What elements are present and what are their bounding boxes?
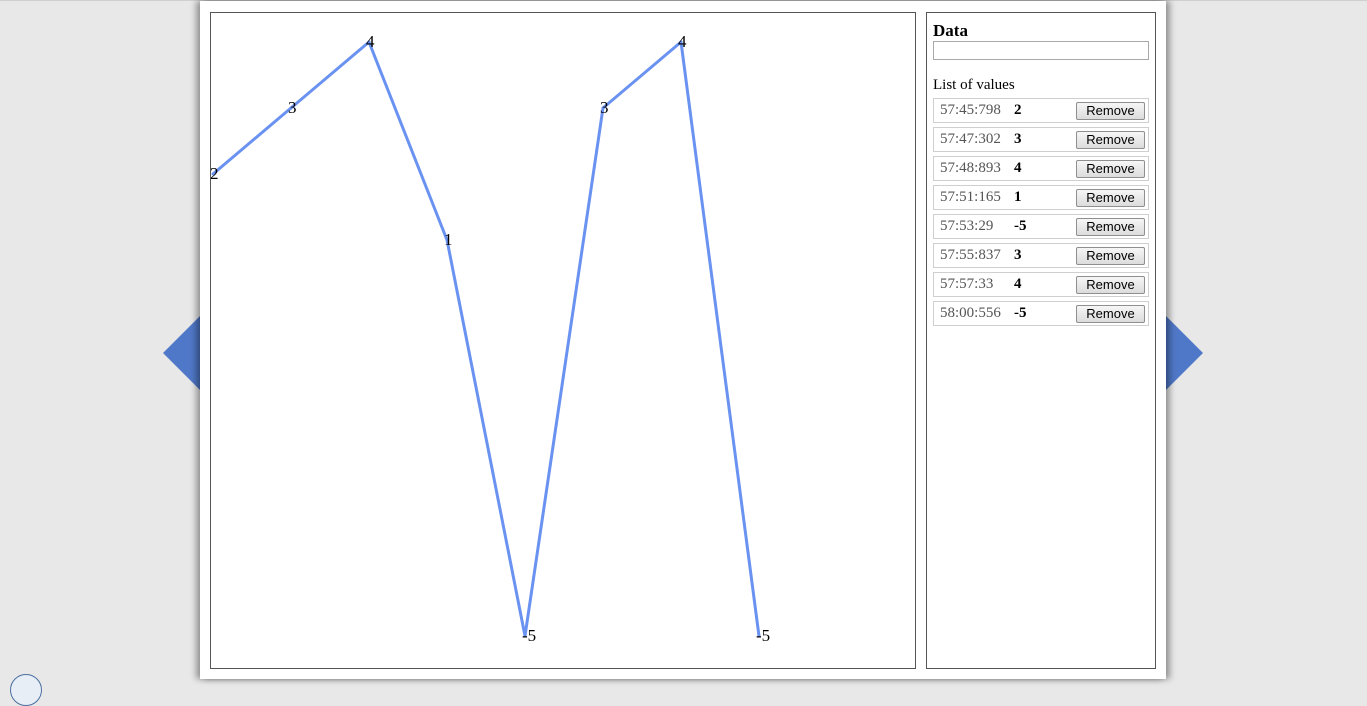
value-list-item: 57:51:165 1 Remove xyxy=(933,185,1149,210)
series-line xyxy=(212,40,761,638)
data-point xyxy=(679,40,683,44)
entry-timestamp: 57:47:302 xyxy=(940,131,1001,147)
value-list-item: 57:55:837 3 Remove xyxy=(933,243,1149,268)
data-label: 1 xyxy=(444,230,453,249)
entry-value: 3 xyxy=(1014,247,1022,263)
entry-value: -5 xyxy=(1014,218,1027,234)
data-label: 4 xyxy=(678,32,687,51)
remove-button[interactable]: Remove xyxy=(1076,102,1145,120)
data-panel: Data List of values 57:45:798 2 Remove 57:4… xyxy=(926,12,1156,669)
data-input[interactable] xyxy=(933,41,1149,60)
remove-button[interactable]: Remove xyxy=(1076,276,1145,294)
data-point xyxy=(757,634,761,638)
data-label: 2 xyxy=(211,164,219,183)
data-label: 3 xyxy=(600,98,609,117)
entry-value: 4 xyxy=(1014,276,1022,292)
entry-timestamp: 57:57:33 xyxy=(940,276,994,292)
data-point xyxy=(601,106,605,110)
chart-canvas: 2 3 4 1 -5 3 4 -5 xyxy=(211,32,770,645)
data-point xyxy=(211,172,215,176)
panel-title: Data xyxy=(933,21,968,40)
entry-timestamp: 57:48:893 xyxy=(940,160,1001,176)
entry-timestamp: 57:55:837 xyxy=(940,247,1001,263)
remove-button[interactable]: Remove xyxy=(1076,131,1145,149)
value-list-item: 57:57:33 4 Remove xyxy=(933,272,1149,297)
entry-value: 4 xyxy=(1014,160,1022,176)
list-of-values-label: List of values xyxy=(933,77,1015,93)
next-arrow-icon[interactable] xyxy=(1166,316,1203,390)
remove-button[interactable]: Remove xyxy=(1076,305,1145,323)
entry-value: 1 xyxy=(1014,189,1022,205)
entry-value: -5 xyxy=(1014,305,1027,321)
data-point xyxy=(367,40,371,44)
data-point xyxy=(445,238,449,242)
data-label: 3 xyxy=(288,98,297,117)
value-list-item: 57:53:29 -5 Remove xyxy=(933,214,1149,239)
remove-button[interactable]: Remove xyxy=(1076,247,1145,265)
entry-timestamp: 57:45:798 xyxy=(940,102,1001,118)
data-point xyxy=(289,106,293,110)
data-label: -5 xyxy=(756,626,770,645)
entry-timestamp: 57:53:29 xyxy=(940,218,994,234)
value-list-item: 57:47:302 3 Remove xyxy=(933,127,1149,152)
entry-value: 3 xyxy=(1014,131,1022,147)
remove-button[interactable]: Remove xyxy=(1076,160,1145,178)
remove-button[interactable]: Remove xyxy=(1076,189,1145,207)
data-label: -5 xyxy=(522,626,536,645)
data-label: 4 xyxy=(366,32,375,51)
data-point xyxy=(523,634,527,638)
value-list-item: 57:48:893 4 Remove xyxy=(933,156,1149,181)
value-list-item: 57:45:798 2 Remove xyxy=(933,98,1149,123)
entry-timestamp: 58:00:556 xyxy=(940,305,1001,321)
entry-value: 2 xyxy=(1014,102,1022,118)
line-chart: 2 3 4 1 -5 3 4 -5 xyxy=(210,12,916,669)
values-list: 57:45:798 2 Remove 57:47:302 3 Remove 57:48:89… xyxy=(933,98,1149,330)
value-list-item: 58:00:556 -5 Remove xyxy=(933,301,1149,326)
remove-button[interactable]: Remove xyxy=(1076,218,1145,236)
top-border xyxy=(0,0,1367,1)
previous-arrow-icon[interactable] xyxy=(163,316,200,390)
entry-timestamp: 57:51:165 xyxy=(940,189,1001,205)
